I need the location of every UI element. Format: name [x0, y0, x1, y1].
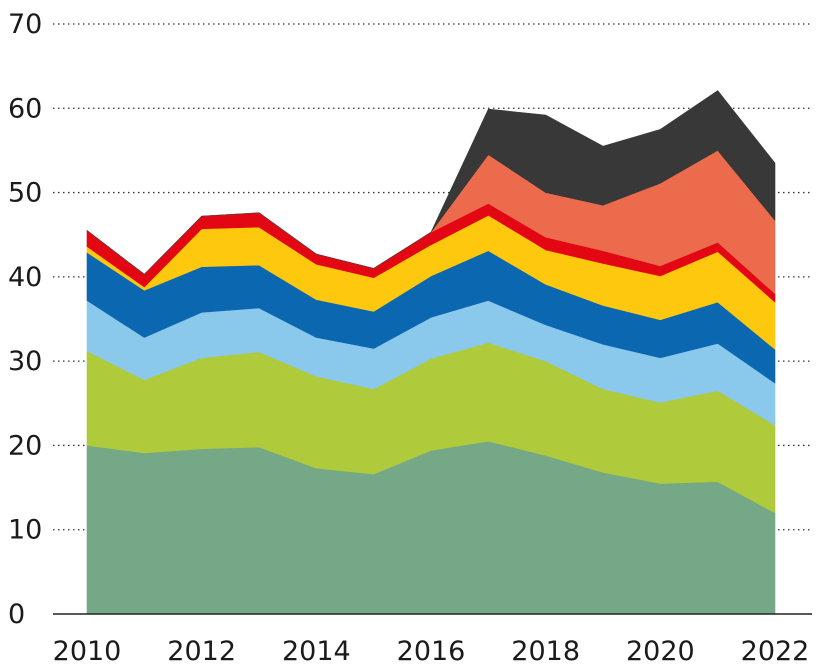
y-tick-label-0: 0 [8, 599, 25, 630]
y-tick-label-70: 70 [8, 9, 42, 40]
x-tick-label-2018: 2018 [511, 636, 580, 667]
x-tick-label-2016: 2016 [397, 636, 466, 667]
x-tick-label-2022: 2022 [741, 636, 810, 667]
x-tick-label-2012: 2012 [167, 636, 236, 667]
y-tick-label-40: 40 [8, 262, 42, 293]
area-series-8 [86, 90, 776, 275]
y-tick-label-60: 60 [8, 93, 42, 124]
x-tick-label-2010: 2010 [53, 636, 122, 667]
x-tick-label-2020: 2020 [626, 636, 695, 667]
y-tick-label-10: 10 [8, 515, 42, 546]
y-tick-label-30: 30 [8, 346, 42, 377]
y-tick-label-50: 50 [8, 178, 42, 209]
x-tick-label-2014: 2014 [282, 636, 351, 667]
area-series-group [86, 90, 776, 615]
x-tick-labels: 2010 2012 2014 2016 2018 2020 2022 [53, 636, 810, 667]
y-tick-label-20: 20 [8, 430, 42, 461]
y-tick-labels: 0 10 20 30 40 50 60 70 [8, 9, 42, 630]
